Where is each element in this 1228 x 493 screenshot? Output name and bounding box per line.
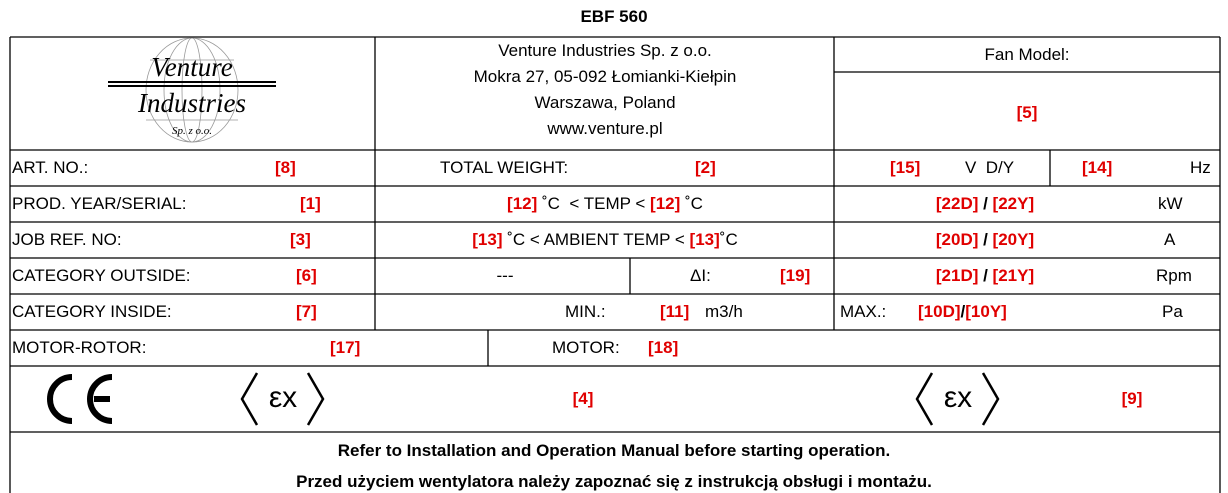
label: MOTOR-ROTOR:: [12, 338, 147, 357]
footer-line: Przed użyciem wentylatora należy zapozna…: [296, 472, 932, 491]
footer-line: Refer to Installation and Operation Manu…: [337, 441, 891, 460]
logo-globe: [145, 37, 239, 143]
value: [20Y]: [992, 230, 1035, 249]
value: [13]: [472, 230, 503, 249]
grid: [9, 36, 1221, 493]
value: [17]: [330, 338, 361, 357]
address-line: Mokra 27, 05-092 Łomianki-Kiełpin: [473, 67, 737, 86]
unit: kW: [1158, 194, 1183, 213]
ambient-range: [13] ˚C < AMBIENT TEMP < [13]˚C: [472, 229, 737, 251]
logo-rules: [108, 81, 276, 87]
marking: [9]: [1121, 389, 1143, 408]
unit: Pa: [1162, 302, 1183, 321]
value: [5]: [1016, 103, 1038, 122]
text: ---: [496, 266, 514, 285]
value: [12]: [507, 194, 538, 213]
value: [2]: [695, 158, 716, 177]
value: [1]: [300, 194, 321, 213]
value: [11]: [660, 302, 690, 321]
unit: Rpm: [1156, 266, 1192, 285]
unit: V D/Y: [965, 158, 1015, 177]
text: ˚C < AMBIENT TEMP <: [502, 230, 690, 249]
value: [20D]: [935, 230, 979, 249]
unit: ˚C: [719, 230, 738, 249]
value: [13]: [689, 230, 720, 249]
ce-mark: [47, 374, 113, 424]
text: ˚C < TEMP <: [537, 194, 651, 213]
label: ART. NO.:: [12, 158, 89, 177]
label: ΔI:: [690, 266, 711, 285]
unit: Hz: [1190, 158, 1211, 177]
value: [7]: [296, 302, 317, 321]
label: MOTOR:: [552, 338, 620, 357]
address-line: Venture Industries Sp. z o.o.: [498, 41, 712, 60]
ex-symbol: εx: [268, 381, 298, 414]
label: Fan Model:: [984, 45, 1070, 64]
value: [21D]: [935, 266, 979, 285]
address-line: www.venture.pl: [547, 119, 663, 138]
value: [21Y]: [992, 266, 1035, 285]
ex-frames: [240, 372, 1000, 426]
value: [10Y]: [965, 302, 1007, 321]
value: [12]: [650, 194, 681, 213]
value: [22Y]: [992, 194, 1035, 213]
title: EBF 560: [580, 7, 648, 26]
sep: /: [978, 266, 993, 285]
value: [14]: [1082, 158, 1113, 177]
logo-line: Venture: [151, 52, 233, 82]
marking: [4]: [572, 389, 594, 408]
label: JOB REF. NO:: [12, 230, 122, 249]
value: [8]: [275, 158, 296, 177]
ex-symbol: εx: [943, 381, 973, 414]
sep: /: [978, 194, 993, 213]
value: [18]: [648, 338, 679, 357]
sep: /: [978, 230, 993, 249]
label: CATEGORY INSIDE:: [12, 302, 172, 321]
value: [6]: [296, 266, 317, 285]
sep: /: [960, 302, 966, 321]
label: CATEGORY OUTSIDE:: [12, 266, 191, 285]
label: TOTAL WEIGHT:: [440, 158, 569, 177]
label: PROD. YEAR/SERIAL:: [12, 194, 187, 213]
value: [3]: [290, 230, 311, 249]
logo-line: Industries: [138, 88, 246, 118]
unit: ˚C: [680, 194, 703, 213]
unit: A: [1164, 230, 1176, 249]
value: [15]: [890, 158, 921, 177]
logo-line: Sp. z o.o.: [171, 125, 213, 137]
current: [20D] / [20Y]: [936, 229, 1034, 251]
temp-range: [12] ˚C < TEMP < [12] ˚C: [507, 193, 703, 215]
unit: m3/h: [705, 302, 743, 321]
address-line: Warszawa, Poland: [534, 93, 676, 112]
value: [10D]: [918, 302, 961, 321]
power: [22D] / [22Y]: [936, 193, 1034, 215]
max-values: [10D]/[10Y]: [918, 301, 1007, 323]
value: [22D]: [935, 194, 979, 213]
speed: [21D] / [21Y]: [936, 265, 1034, 287]
label: MIN.:: [565, 302, 606, 321]
label: MAX.:: [840, 302, 887, 321]
value: [19]: [780, 266, 811, 285]
